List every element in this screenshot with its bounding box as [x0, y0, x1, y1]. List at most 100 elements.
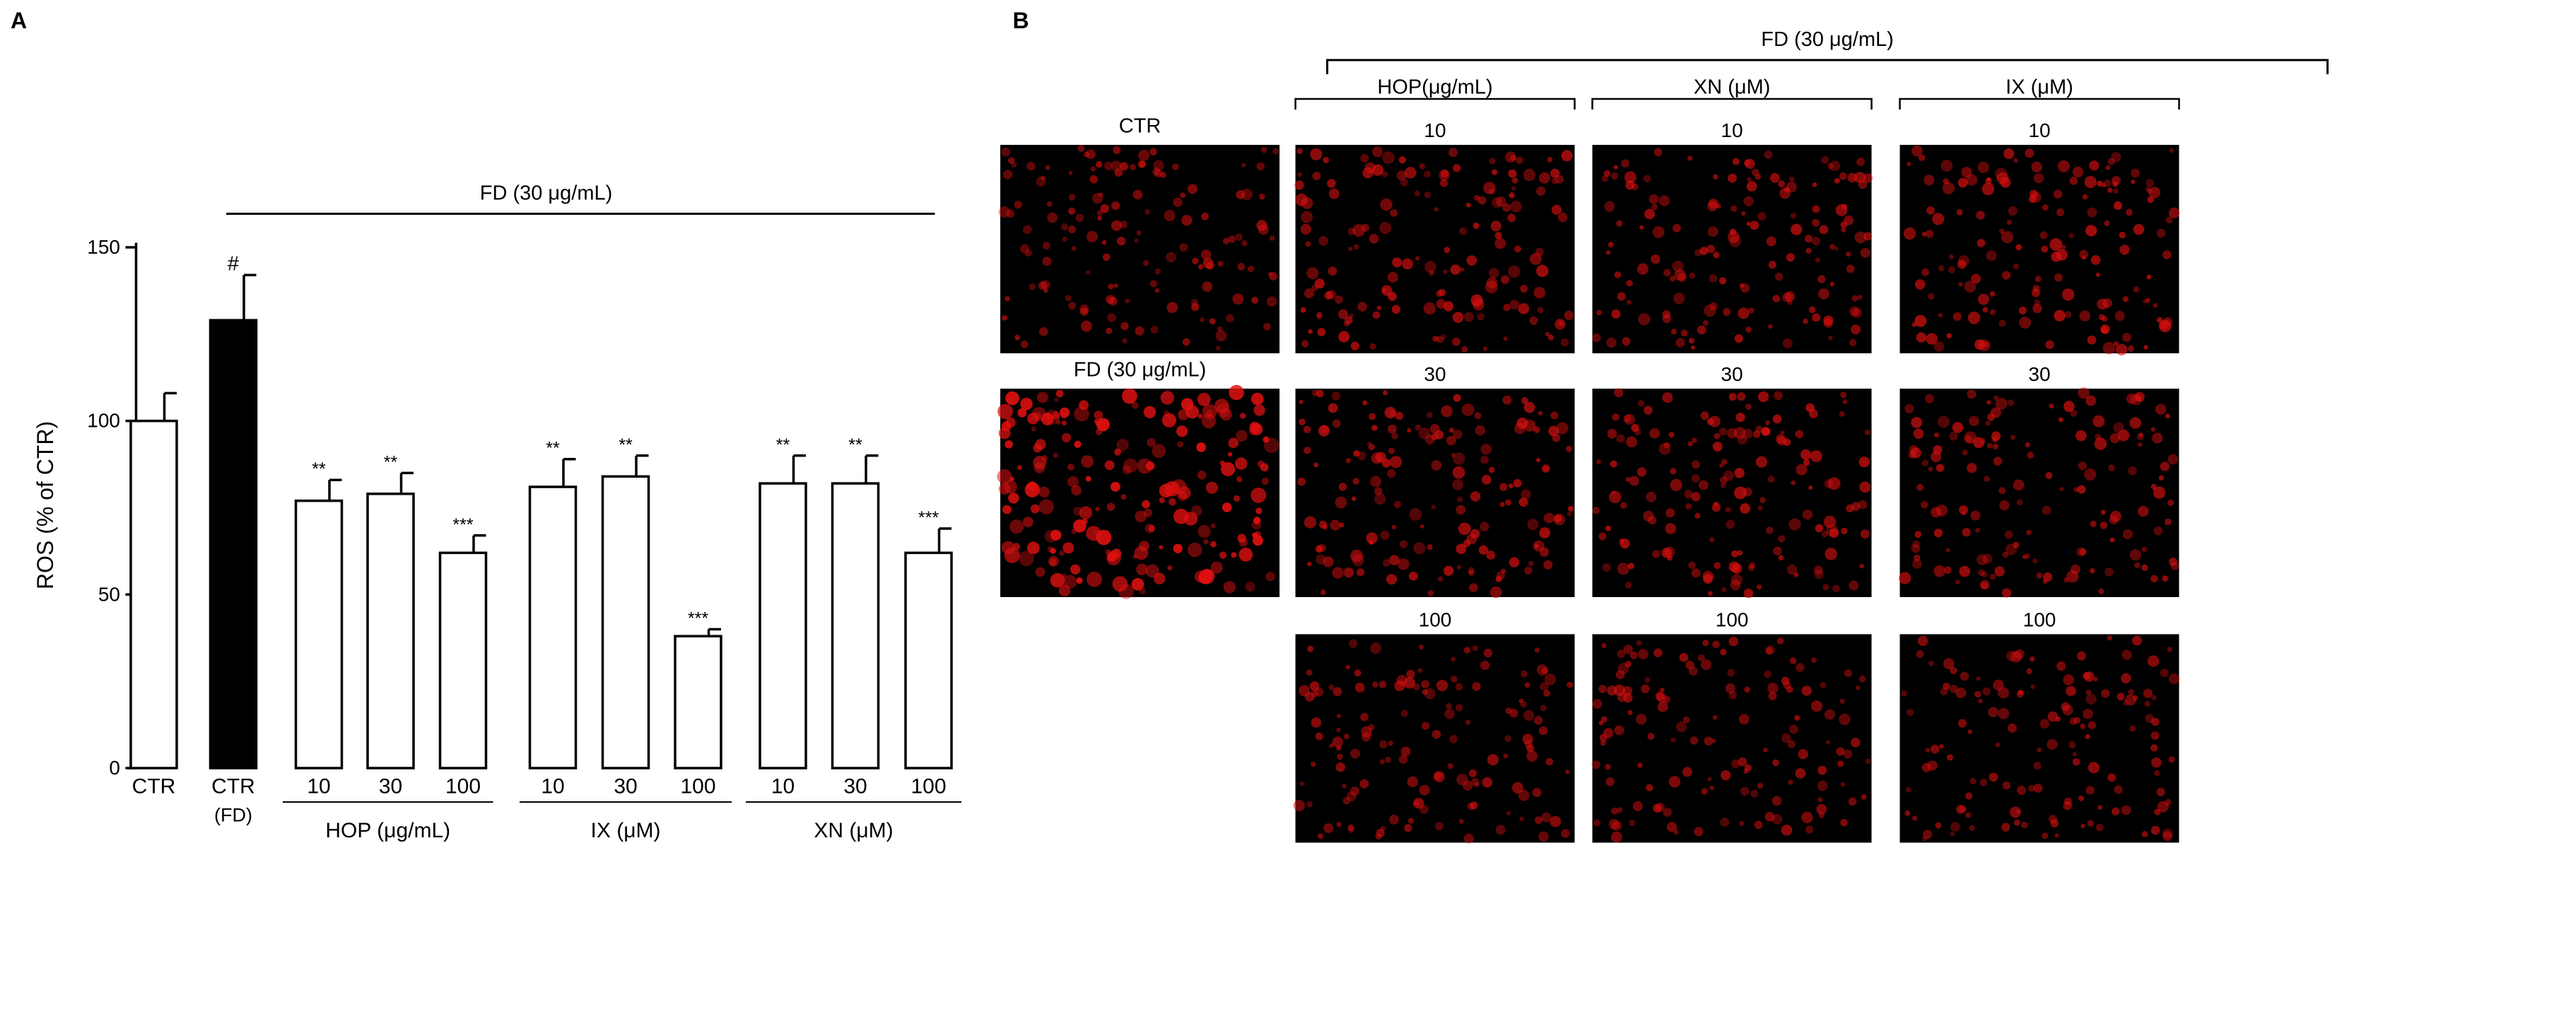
cell	[1788, 518, 1801, 531]
control-label: CTR	[1119, 115, 1161, 138]
cell	[2101, 689, 2110, 698]
cell	[1181, 215, 1193, 226]
cell	[1653, 803, 1662, 813]
cell	[1537, 307, 1544, 314]
group-labels: HOP (μg/mL) IX (μM) XN (μM)	[283, 801, 961, 842]
cell	[1317, 833, 1324, 839]
cell	[1267, 271, 1272, 276]
cell	[1417, 668, 1423, 673]
cell	[1762, 427, 1771, 436]
cell	[1429, 270, 1434, 276]
cell	[1937, 415, 1950, 428]
cell	[1982, 307, 1989, 313]
cell	[1241, 163, 1246, 168]
cell	[1858, 500, 1868, 509]
cell	[1846, 264, 1855, 273]
cell	[2016, 785, 2026, 796]
cell	[1123, 458, 1138, 473]
cell	[2154, 770, 2160, 777]
cell	[2097, 180, 2103, 187]
cell	[1245, 582, 1255, 592]
cell	[1743, 196, 1754, 206]
cell	[1489, 158, 1496, 165]
cell	[1565, 770, 1570, 774]
cell	[1817, 765, 1827, 775]
cell	[1613, 165, 1618, 170]
cell	[1045, 413, 1052, 419]
cell	[1592, 699, 1603, 709]
cell	[1089, 175, 1099, 184]
cell	[1366, 532, 1378, 544]
cell	[1482, 777, 1493, 788]
cell	[1393, 500, 1402, 509]
cell	[1062, 236, 1067, 242]
cell	[1985, 420, 1991, 426]
cell	[1943, 178, 1950, 184]
cell	[1200, 249, 1212, 260]
cell	[1345, 664, 1350, 670]
cell	[1228, 235, 1236, 243]
cell	[1971, 273, 1981, 284]
cell	[1103, 161, 1113, 171]
cell	[1474, 412, 1482, 420]
cell	[1350, 786, 1360, 796]
cell	[1383, 390, 1388, 396]
cell	[1601, 716, 1608, 723]
cell	[1744, 686, 1750, 693]
cell	[1918, 154, 1926, 161]
cell	[1251, 392, 1264, 406]
cell	[1673, 293, 1685, 305]
cell	[1545, 331, 1550, 337]
cell	[1916, 650, 1924, 659]
cell	[1407, 428, 1412, 433]
cell	[1040, 175, 1046, 181]
cell	[1703, 574, 1714, 584]
cell	[2138, 442, 2143, 447]
cell	[2165, 798, 2172, 806]
cell	[1936, 464, 1945, 472]
cell	[1733, 486, 1747, 500]
cell	[1629, 476, 1639, 486]
cell	[1472, 682, 1481, 691]
cell	[2013, 263, 2020, 270]
cell	[1443, 269, 1448, 274]
cell	[1700, 659, 1712, 671]
cell	[1201, 413, 1217, 429]
cell	[1627, 709, 1633, 716]
cell	[1456, 505, 1466, 515]
cell	[1670, 276, 1676, 282]
cell	[1041, 455, 1048, 461]
cell	[1840, 782, 1846, 787]
cell	[1592, 507, 1600, 514]
cell	[1241, 189, 1253, 201]
cell	[1261, 477, 1269, 485]
cell	[1463, 780, 1473, 791]
column-label: XN (μM)	[1694, 76, 1771, 99]
cell	[2162, 828, 2173, 839]
cell	[2026, 668, 2032, 675]
cell	[1743, 487, 1752, 497]
cell	[1111, 220, 1123, 231]
cell	[1694, 512, 1701, 519]
cell	[1075, 213, 1084, 223]
cell	[1848, 797, 1857, 806]
cell	[1427, 412, 1433, 418]
cell	[1544, 673, 1557, 685]
cell	[1810, 450, 1822, 463]
cell	[1328, 266, 1337, 276]
cell	[1014, 334, 1021, 341]
cell	[1513, 478, 1522, 488]
cell	[2001, 823, 2010, 832]
cell	[1803, 318, 1809, 324]
cell	[1111, 201, 1120, 211]
cell	[1691, 568, 1701, 578]
cell	[2138, 505, 2149, 517]
cell	[1967, 729, 1972, 734]
cell	[1221, 461, 1236, 476]
cell	[1933, 565, 1945, 577]
cell	[1740, 786, 1750, 796]
cell	[2015, 244, 2022, 251]
cell	[1605, 525, 1612, 531]
cell	[1836, 747, 1845, 756]
cell	[1694, 249, 1702, 257]
